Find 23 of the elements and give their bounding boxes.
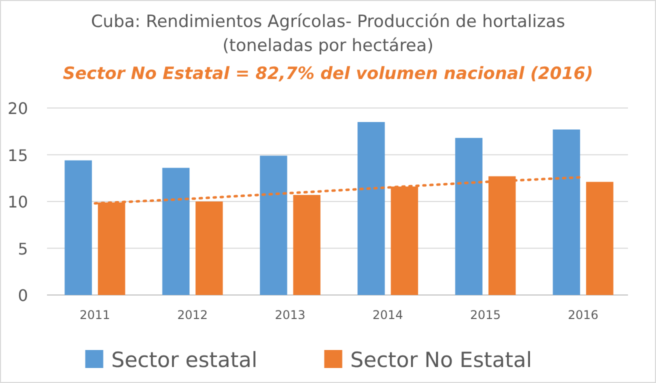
bar bbox=[358, 122, 385, 295]
x-tick-label: 2015 bbox=[470, 308, 501, 322]
bar bbox=[552, 130, 580, 295]
y-tick-label: 0 bbox=[18, 286, 28, 305]
legend-label: Sector No Estatal bbox=[350, 348, 532, 372]
x-tick-label: 2016 bbox=[568, 308, 598, 322]
y-tick-label: 15 bbox=[8, 146, 28, 165]
chart-title: Cuba: Rendimientos Agrícolas- Producción de hortalizas (toneladas por hectárea) bbox=[90, 12, 566, 56]
bar bbox=[196, 202, 223, 295]
y-tick-label: 10 bbox=[8, 192, 28, 212]
y-tick-label: 5 bbox=[18, 239, 28, 258]
legend-label: Sector estatal bbox=[111, 348, 258, 372]
y-tick-label: 20 bbox=[8, 99, 28, 118]
bar bbox=[260, 156, 288, 295]
x-tick-label: 2013 bbox=[274, 308, 306, 322]
bar bbox=[586, 182, 614, 295]
x-tick-label: 2011 bbox=[80, 308, 110, 322]
chart-subtitle: Sector No Estatal = 82,7% del volumen nacional (2016) bbox=[62, 64, 594, 84]
bar bbox=[64, 160, 92, 295]
bar bbox=[455, 138, 482, 295]
x-tick-label: 2012 bbox=[177, 308, 208, 322]
x-tick-label: 2014 bbox=[372, 308, 404, 322]
bar bbox=[162, 168, 190, 295]
